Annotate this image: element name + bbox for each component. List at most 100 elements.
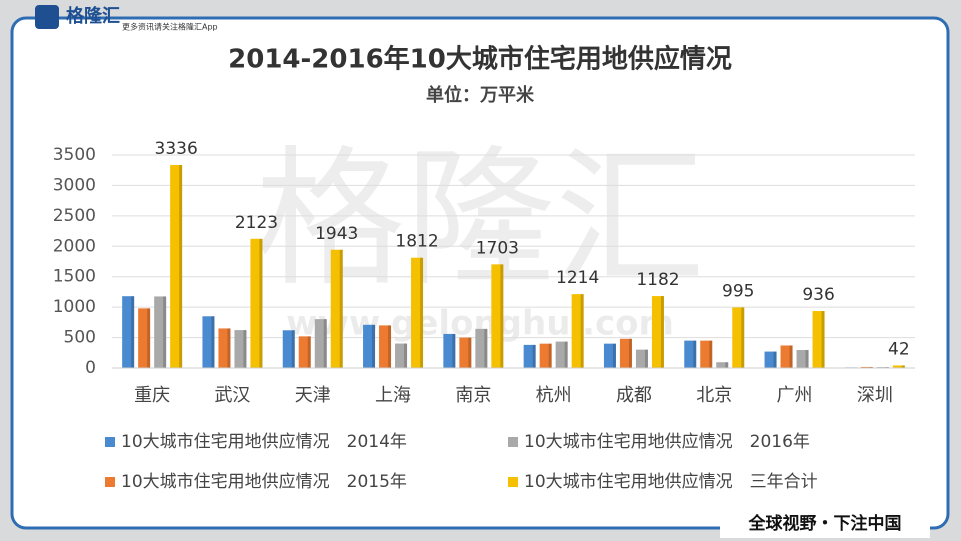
x-tick-label: 杭州: [536, 385, 572, 406]
bar: [716, 362, 729, 368]
y-tick-label: 2500: [53, 206, 96, 226]
bar-side: [773, 351, 777, 368]
data-label: 1703: [476, 238, 519, 258]
bar: [571, 294, 584, 368]
y-tick-label: 0: [85, 358, 96, 378]
bar-side: [452, 333, 456, 368]
data-label: 42: [888, 339, 910, 359]
x-tick-label: 广州: [777, 385, 813, 406]
legend-swatch: [105, 477, 115, 487]
bar-side: [564, 341, 568, 368]
x-tick-label: 深圳: [857, 385, 893, 406]
bar-side: [484, 328, 488, 368]
bar: [443, 333, 456, 368]
bar: [860, 366, 873, 368]
bar-side: [131, 296, 135, 368]
bar-side: [468, 337, 472, 368]
bar-side: [628, 338, 632, 368]
bar-side: [227, 328, 231, 368]
bar: [282, 330, 295, 368]
footer-bg: [720, 512, 930, 538]
x-tick-label: 重庆: [134, 385, 170, 406]
y-tick-label: 1000: [53, 297, 96, 317]
bar-side: [291, 330, 295, 368]
data-label: 1214: [556, 268, 599, 288]
bar: [539, 343, 552, 368]
bar-side: [644, 349, 648, 368]
legend-swatch: [508, 477, 518, 487]
bar: [363, 324, 376, 368]
bar: [218, 328, 231, 368]
bar: [395, 343, 408, 368]
bar-side: [307, 336, 311, 368]
bar-side: [741, 307, 745, 368]
legend-swatch: [508, 437, 518, 447]
bar: [475, 328, 488, 368]
bar-side: [725, 362, 729, 368]
bar-side: [388, 325, 392, 368]
bar: [555, 341, 568, 368]
bar-side: [901, 365, 905, 368]
data-label: 1943: [315, 224, 358, 244]
y-tick-label: 1500: [53, 267, 96, 287]
bar: [732, 307, 745, 368]
bar: [411, 257, 424, 368]
bar: [459, 337, 472, 368]
bar-side: [532, 344, 536, 368]
bar: [892, 365, 905, 368]
bar-side: [163, 296, 167, 368]
bar-side: [404, 343, 408, 368]
x-tick-label: 成都: [616, 385, 652, 406]
x-tick-label: 天津: [295, 385, 331, 406]
y-tick-label: 3000: [53, 175, 96, 195]
bar-side: [339, 249, 343, 368]
bar-side: [869, 366, 873, 368]
data-label: 936: [802, 285, 834, 305]
legend-swatch: [105, 437, 115, 447]
bar-side: [548, 343, 552, 368]
bar: [138, 308, 151, 368]
bar-side: [259, 238, 263, 368]
logo: 格隆汇: [66, 5, 120, 27]
bar-side: [612, 343, 616, 368]
x-tick-label: 上海: [375, 385, 411, 406]
bar: [202, 316, 215, 368]
bar-side: [805, 349, 809, 368]
bar-side: [243, 330, 247, 368]
chart-subtitle: 单位：万平米: [426, 84, 535, 106]
legend-label: 10大城市住宅用地供应情况 2014年: [121, 432, 407, 452]
data-label: 1812: [395, 232, 438, 252]
data-label: 2123: [235, 213, 278, 233]
logo-icon: [35, 5, 59, 29]
legend-label: 10大城市住宅用地供应情况 2015年: [121, 472, 407, 492]
bar-side: [211, 316, 215, 368]
data-label: 3336: [155, 139, 198, 159]
bar-side: [420, 257, 424, 368]
bar: [796, 349, 809, 368]
x-tick-label: 南京: [455, 385, 491, 406]
legend-label: 10大城市住宅用地供应情况 2016年: [524, 432, 810, 452]
bar: [523, 344, 536, 368]
bar: [298, 336, 311, 368]
bar-side: [660, 296, 664, 368]
bar: [780, 345, 793, 368]
bar: [154, 296, 167, 368]
bar-side: [580, 294, 584, 368]
bar-side: [693, 340, 697, 368]
bar: [170, 164, 183, 368]
bar: [619, 338, 632, 368]
bar: [812, 311, 825, 368]
bar: [234, 330, 247, 368]
bar: [635, 349, 648, 368]
y-tick-label: 500: [64, 328, 96, 348]
bar: [491, 264, 504, 368]
y-tick-label: 3500: [53, 145, 96, 165]
bar-side: [147, 308, 151, 368]
bar: [379, 325, 392, 368]
bar-side: [372, 324, 376, 368]
bar: [122, 296, 135, 368]
bar-side: [179, 164, 183, 368]
bar-side: [709, 340, 713, 368]
bar: [314, 319, 327, 368]
